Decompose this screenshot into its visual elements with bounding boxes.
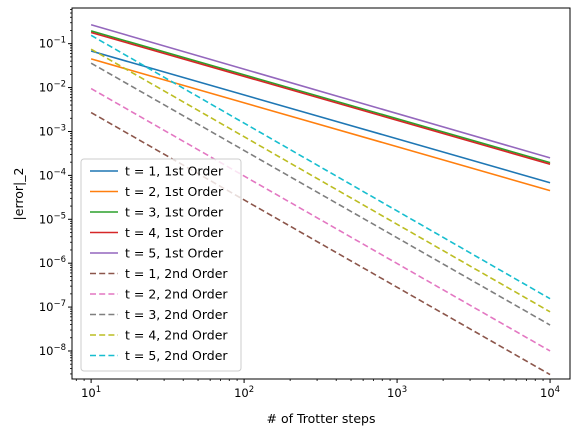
ticks-layer: 101 102 103 104 10−8 10−7 10−6 10−5 10−4 10−3 10−2… [39, 9, 560, 400]
series-layer [90, 23, 551, 376]
series-line-t-3-1st-order [90, 30, 551, 164]
series-line-t-2-1st-order [90, 58, 551, 192]
x-axis-label: # of Trotter steps [267, 411, 376, 426]
legend-label: t = 5, 2nd Order [125, 348, 228, 363]
y-tick-label: 10−3 [39, 123, 66, 138]
legend-label: t = 2, 1st Order [125, 184, 224, 199]
series-line-t-1-1st-order [90, 50, 551, 184]
series-line-t-5-1st-order [90, 23, 551, 159]
legend: t = 1, 1st Order t = 2, 1st Order t = 3, 1… [80, 158, 242, 372]
y-tick-label: 10−5 [39, 211, 66, 226]
legend-label: t = 4, 2nd Order [125, 328, 228, 343]
legend-label: t = 1, 2nd Order [125, 266, 228, 281]
series-line-t-4-2nd-order [90, 48, 551, 313]
x-tick-label: 102 [234, 385, 254, 400]
y-tick-label: 10−8 [39, 343, 66, 358]
legend-label: t = 3, 1st Order [125, 205, 224, 220]
plot-frame [71, 7, 571, 380]
legend-label: t = 1, 1st Order [125, 164, 224, 179]
y-tick-label: 10−1 [39, 36, 66, 51]
legend-label: t = 5, 1st Order [125, 246, 224, 261]
x-tick-label: 101 [81, 385, 101, 400]
y-axis-label: |error|_2 [11, 168, 26, 221]
y-tick-label: 10−6 [39, 255, 66, 270]
legend-box [80, 158, 242, 372]
series-line-t-1-2nd-order [90, 111, 551, 376]
legend-label: t = 4, 1st Order [125, 225, 224, 240]
x-tick-label: 103 [387, 385, 407, 400]
x-tick-label: 104 [540, 385, 560, 400]
y-tick-label: 10−2 [39, 80, 66, 95]
series-line-t-4-1st-order [90, 31, 551, 165]
series-line-t-3-2nd-order [90, 62, 551, 326]
series-line-t-2-2nd-order [90, 87, 551, 352]
legend-label: t = 2, 2nd Order [125, 287, 228, 302]
legend-label: t = 3, 2nd Order [125, 307, 228, 322]
series-line-t-5-2nd-order [90, 34, 551, 300]
y-tick-label: 10−4 [39, 167, 66, 182]
y-tick-label: 10−7 [39, 299, 66, 314]
